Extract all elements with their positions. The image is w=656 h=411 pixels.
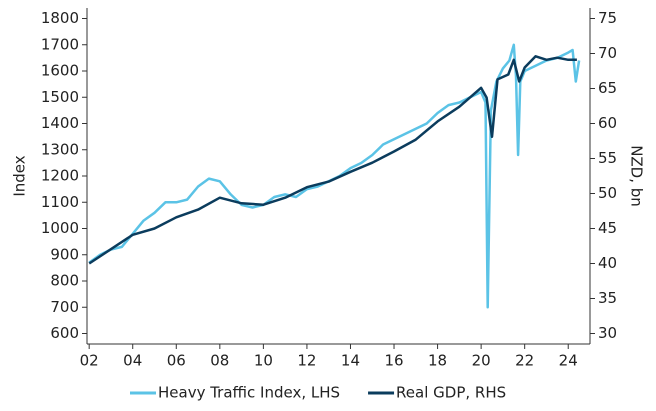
y2-tick-label: 55 [598, 149, 617, 167]
y-tick-label: 1300 [41, 140, 79, 158]
y-tick-label: 900 [50, 245, 79, 263]
y2-tick-label: 50 [598, 184, 617, 202]
x-tick-label: 10 [254, 352, 273, 370]
x-tick-label: 04 [123, 352, 142, 370]
y2-tick-label: 35 [598, 289, 617, 307]
y-tick-label: 1800 [41, 9, 79, 27]
legend-label: Real GDP, RHS [396, 384, 506, 402]
y-tick-label: 1000 [41, 219, 79, 237]
y2-tick-label: 40 [598, 254, 617, 272]
y-tick-label: 1100 [41, 193, 79, 211]
x-tick-label: 20 [472, 352, 491, 370]
y-tick-label: 1400 [41, 114, 79, 132]
x-tick-label: 22 [515, 352, 534, 370]
y2-axis-label: NZD, bn [628, 145, 646, 207]
x-tick-label: 18 [428, 352, 447, 370]
x-tick-label: 12 [297, 352, 316, 370]
x-tick-label: 02 [80, 352, 99, 370]
y-tick-label: 1700 [41, 35, 79, 53]
y-axis-label: Index [11, 155, 29, 196]
y2-tick-label: 70 [598, 44, 617, 62]
y-tick-label: 1600 [41, 62, 79, 80]
y-tick-label: 700 [50, 298, 79, 316]
y-tick-label: 600 [50, 324, 79, 342]
y2-tick-label: 75 [598, 9, 617, 27]
y2-tick-label: 65 [598, 79, 617, 97]
legend-label: Heavy Traffic Index, LHS [158, 384, 340, 402]
y-tick-label: 1200 [41, 167, 79, 185]
y2-tick-label: 45 [598, 219, 617, 237]
series-line [88, 55, 577, 265]
y2-tick-label: 30 [598, 324, 617, 342]
y-tick-label: 800 [50, 272, 79, 290]
series-line [88, 43, 581, 309]
x-tick-label: 14 [341, 352, 360, 370]
x-tick-label: 08 [210, 352, 229, 370]
y2-tick-label: 60 [598, 114, 617, 132]
x-tick-label: 24 [559, 352, 578, 370]
x-tick-label: 16 [384, 352, 403, 370]
x-tick-label: 06 [167, 352, 186, 370]
y-tick-label: 1500 [41, 88, 79, 106]
